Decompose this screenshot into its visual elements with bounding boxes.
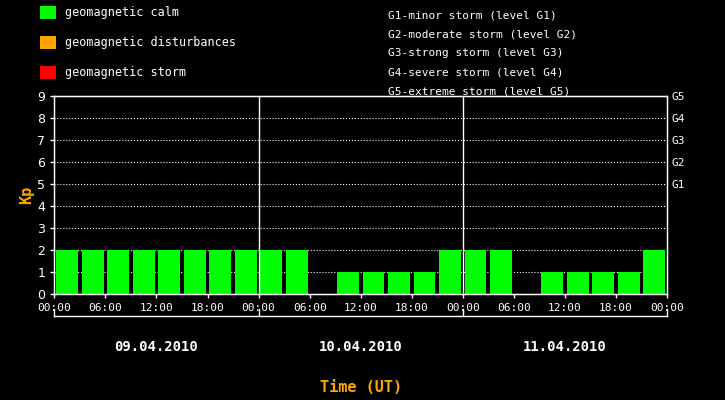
Bar [465, 250, 486, 294]
Bar [643, 250, 665, 294]
Bar [260, 250, 282, 294]
Bar [490, 250, 512, 294]
Text: Time (UT): Time (UT) [320, 380, 402, 395]
Bar [235, 250, 257, 294]
Bar [210, 250, 231, 294]
Text: G3-strong storm (level G3): G3-strong storm (level G3) [388, 48, 563, 58]
Bar [618, 272, 639, 294]
Bar [57, 250, 78, 294]
Text: geomagnetic disturbances: geomagnetic disturbances [65, 36, 236, 49]
Bar [184, 250, 206, 294]
Y-axis label: Kp: Kp [20, 186, 35, 204]
Bar [158, 250, 180, 294]
Bar [337, 272, 359, 294]
Text: G1-minor storm (level G1): G1-minor storm (level G1) [388, 10, 557, 20]
Text: geomagnetic storm: geomagnetic storm [65, 66, 186, 79]
Bar [439, 250, 461, 294]
Bar [107, 250, 129, 294]
Bar [286, 250, 307, 294]
Bar [567, 272, 589, 294]
Bar [133, 250, 154, 294]
Bar [414, 272, 435, 294]
Text: G4-severe storm (level G4): G4-severe storm (level G4) [388, 68, 563, 78]
Text: G2-moderate storm (level G2): G2-moderate storm (level G2) [388, 29, 577, 39]
Text: 10.04.2010: 10.04.2010 [319, 340, 402, 354]
Text: 09.04.2010: 09.04.2010 [115, 340, 199, 354]
Bar [388, 272, 410, 294]
Bar [592, 272, 614, 294]
Text: geomagnetic calm: geomagnetic calm [65, 6, 178, 19]
Bar [362, 272, 384, 294]
Bar [82, 250, 104, 294]
Bar [542, 272, 563, 294]
Text: G5-extreme storm (level G5): G5-extreme storm (level G5) [388, 87, 570, 97]
Text: 11.04.2010: 11.04.2010 [523, 340, 607, 354]
